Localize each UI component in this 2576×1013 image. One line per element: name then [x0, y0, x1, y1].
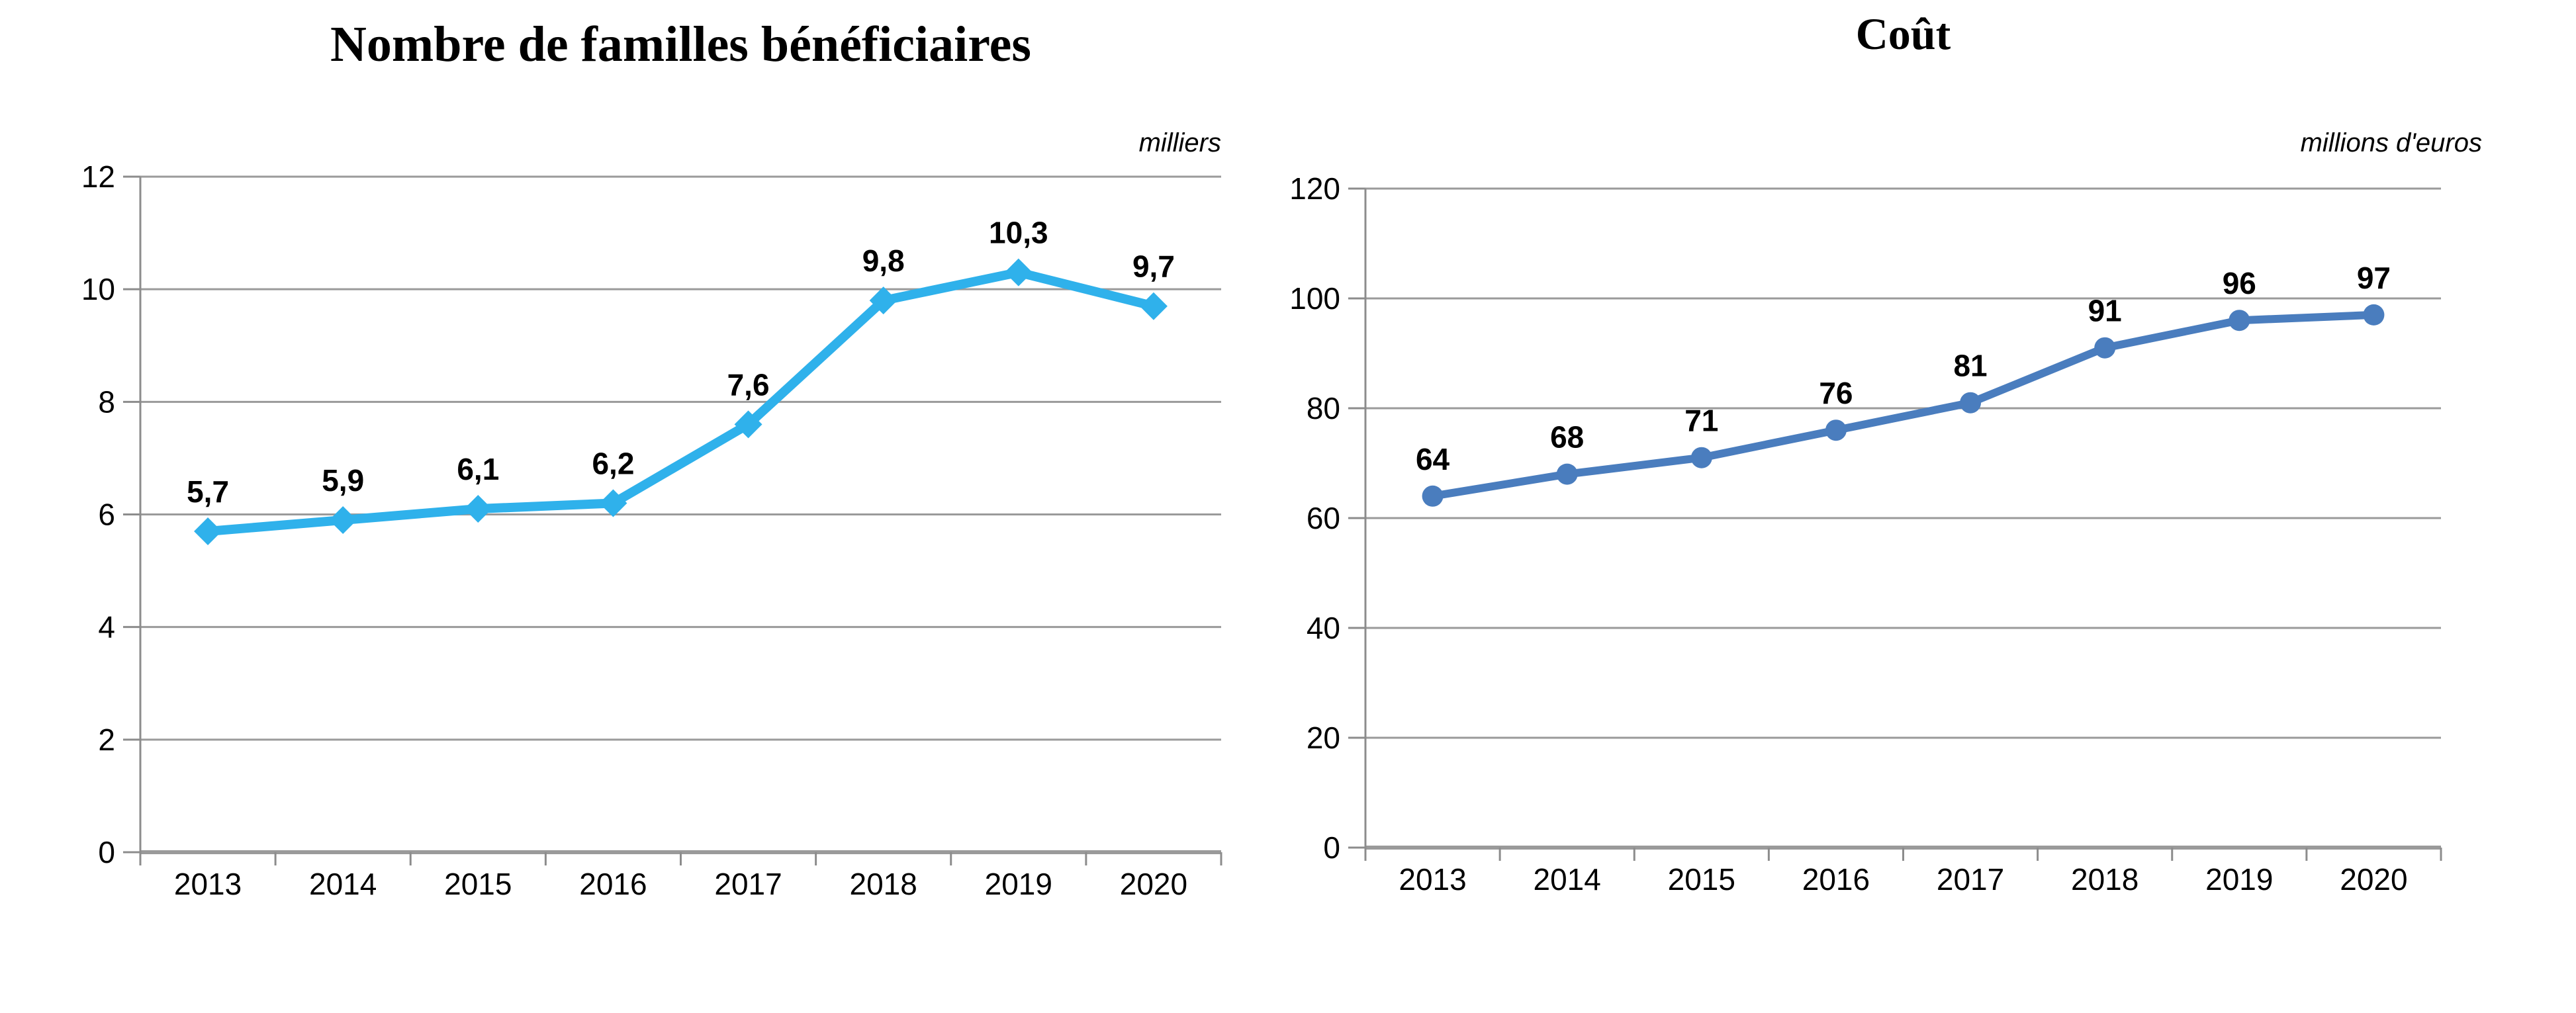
- cost-y-tick-label: 0: [1323, 830, 1340, 865]
- families-series-line: [203, 267, 1158, 537]
- cost-x-axis-label: 2015: [1668, 862, 1735, 897]
- families-data-label: 10,3: [989, 216, 1048, 250]
- cost-data-label: 96: [2223, 266, 2256, 300]
- cost-series-line: [1428, 310, 2378, 500]
- unit-label-milliers: milliers: [1138, 128, 1221, 157]
- families-y-tick-label: 6: [98, 498, 115, 532]
- families-x-axis-label: 2014: [309, 867, 377, 901]
- cost-data-point-marker: [1556, 463, 1578, 485]
- families-x-axis-label: 2016: [579, 867, 647, 901]
- cost-x-axis-label: 2017: [1937, 862, 2004, 897]
- cost-x-axis-label: 2016: [1802, 862, 1870, 897]
- cost-data-label: 97: [2357, 261, 2391, 295]
- cost-x-axis-label: 2018: [2071, 862, 2139, 897]
- families-y-tick-label: 10: [81, 272, 115, 306]
- families-data-label: 5,9: [322, 463, 364, 498]
- cost-y-tick-label: 20: [1307, 721, 1340, 755]
- families-x-axis-label: 2018: [850, 867, 917, 901]
- families-y-tick-label: 2: [98, 723, 115, 757]
- cost-x-axis-label: 2013: [1399, 862, 1466, 897]
- families-data-label: 6,1: [457, 452, 499, 486]
- unit-label-millions-euros: millions d'euros: [2300, 128, 2482, 157]
- cost-data-label: 68: [1550, 420, 1584, 455]
- families-x-axis-label: 2017: [714, 867, 782, 901]
- families-y-tick-label: 4: [98, 610, 115, 644]
- families-y-tick-label: 8: [98, 384, 115, 419]
- cost-y-tick-label: 100: [1289, 281, 1340, 316]
- cost-data-point-marker: [1825, 419, 1847, 441]
- families-data-point-marker: [194, 517, 222, 546]
- families-data-point-marker: [869, 286, 897, 315]
- families-data-point-marker: [464, 494, 492, 523]
- families-data-point-marker: [734, 410, 762, 439]
- cost-data-label: 71: [1684, 404, 1718, 438]
- families-y-tick-label: 0: [98, 835, 115, 869]
- cost-x-axis-label: 2014: [1534, 862, 1601, 897]
- families-x-axis-label: 2013: [174, 867, 242, 901]
- families-data-label: 5,7: [187, 474, 229, 509]
- cost-data-point-marker: [2094, 337, 2116, 359]
- chart-title-cost: Coût: [1855, 9, 1951, 59]
- families-data-label: 6,2: [592, 446, 634, 480]
- cost-y-tick-label: 40: [1307, 611, 1340, 645]
- families-data-point-marker: [599, 489, 627, 517]
- cost-data-point-marker: [1960, 392, 1982, 414]
- families-data-label: 7,6: [727, 367, 770, 402]
- families-data-label: 9,7: [1132, 249, 1175, 284]
- families-y-tick-label: 12: [81, 159, 115, 194]
- cost-data-label: 81: [1953, 349, 1987, 383]
- cost-y-tick-label: 60: [1307, 501, 1340, 535]
- cost-data-label: 76: [1819, 376, 1853, 410]
- cost-y-tick-label: 80: [1307, 391, 1340, 425]
- cost-data-label: 91: [2088, 294, 2122, 328]
- families-data-label: 9,8: [862, 243, 905, 278]
- families-x-axis-label: 2019: [985, 867, 1052, 901]
- families-data-point-marker: [1139, 292, 1168, 320]
- cost-y-tick-label: 120: [1289, 171, 1340, 206]
- cost-data-point-marker: [1690, 447, 1712, 468]
- chart-title-families: Nombre de familles bénéficiaires: [330, 17, 1031, 72]
- cost-x-axis-label: 2020: [2340, 862, 2407, 897]
- families-data-point-marker: [1004, 258, 1033, 286]
- cost-data-point-marker: [2363, 304, 2385, 326]
- cost-x-axis-label: 2019: [2205, 862, 2273, 897]
- families-x-axis-label: 2020: [1120, 867, 1187, 901]
- cost-data-point-marker: [2229, 310, 2250, 331]
- cost-data-label: 64: [1416, 442, 1450, 476]
- families-data-point-marker: [329, 506, 357, 535]
- families-x-axis-label: 2015: [444, 867, 512, 901]
- cost-data-point-marker: [1422, 485, 1444, 507]
